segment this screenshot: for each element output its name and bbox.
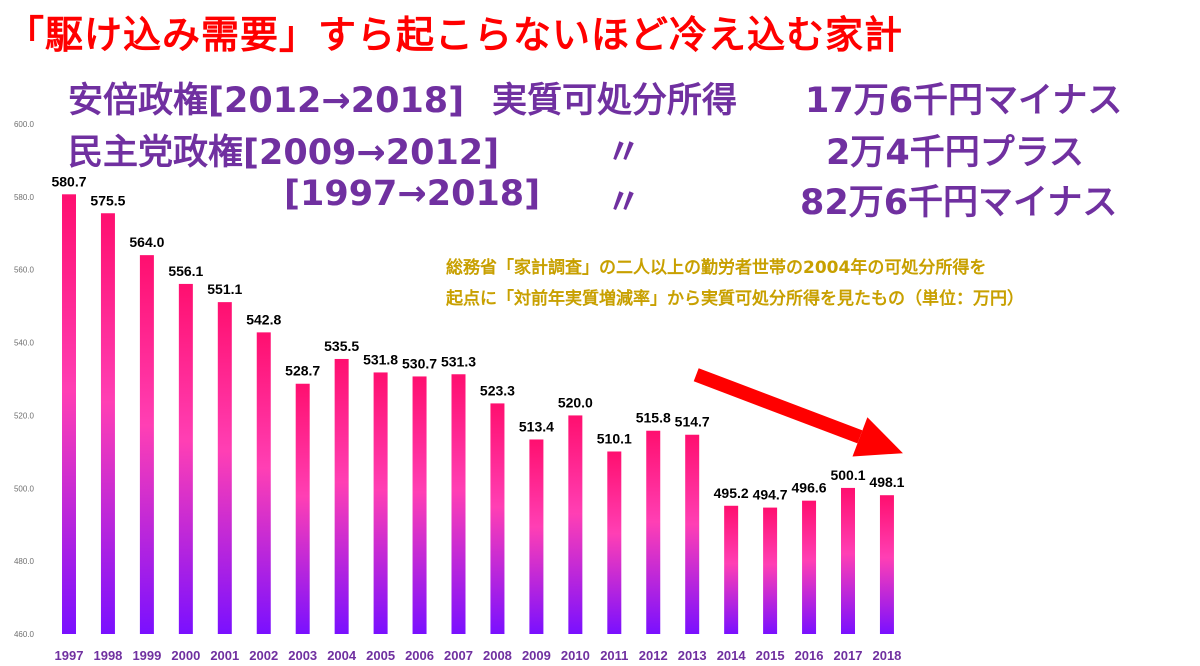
bar-2009 xyxy=(529,439,544,634)
value-label-2005: 531.8 xyxy=(363,351,398,367)
line-abe-value: 17万6千円マイナス xyxy=(805,81,1123,121)
bar-2002 xyxy=(256,332,271,634)
note-line-1: 総務省「家計調査」の二人以上の勤労者世帯の2004年の可処分所得を xyxy=(446,258,987,278)
y-tick-label: 480.0 xyxy=(14,557,35,566)
value-label-2000: 556.1 xyxy=(168,263,203,279)
value-label-2012: 515.8 xyxy=(636,410,671,426)
bar-2012 xyxy=(646,430,661,634)
bar-2000 xyxy=(178,283,193,634)
headline: 「駆け込み需要」すら起こらないほど冷え込む家計 xyxy=(6,13,904,57)
bar-2007 xyxy=(451,374,466,634)
bar-1997 xyxy=(62,194,76,635)
x-tick-2000: 2000 xyxy=(171,648,200,663)
x-tick-2018: 2018 xyxy=(872,648,901,663)
bar-2011 xyxy=(607,451,622,634)
note-line-2: 起点に「対前年実質増減率」から実質可処分所得を見たもの（単位：万円） xyxy=(446,289,1024,309)
value-label-2004: 535.5 xyxy=(324,338,359,354)
x-tick-2002: 2002 xyxy=(249,648,278,663)
x-tick-2014: 2014 xyxy=(717,648,747,663)
value-label-2015: 494.7 xyxy=(753,487,788,503)
line-abe-mark: 実質可処分所得 xyxy=(492,81,738,121)
x-tick-2008: 2008 xyxy=(483,648,512,663)
bar-2001 xyxy=(217,302,232,634)
x-tick-2006: 2006 xyxy=(405,648,434,663)
y-tick-label: 520.0 xyxy=(14,411,35,420)
y-tick-label: 500.0 xyxy=(14,484,35,493)
bar-2014 xyxy=(724,505,739,634)
line-abe-label: 安倍政権[2012→2018] xyxy=(68,81,465,121)
line-dpj-label: 民主党政権[2009→2012] xyxy=(68,133,500,173)
value-label-2010: 520.0 xyxy=(558,394,593,410)
bar-2013 xyxy=(685,434,700,634)
value-label-2016: 496.6 xyxy=(792,480,827,496)
x-tick-1999: 1999 xyxy=(132,648,161,663)
x-tick-1997: 1997 xyxy=(55,648,84,663)
value-label-2001: 551.1 xyxy=(207,281,242,297)
x-tick-2010: 2010 xyxy=(561,648,590,663)
x-tick-2007: 2007 xyxy=(444,648,473,663)
x-tick-2005: 2005 xyxy=(366,648,395,663)
trend-arrow xyxy=(693,368,903,457)
x-tick-2004: 2004 xyxy=(327,648,357,663)
line-total-mark: 〃 xyxy=(606,183,642,223)
value-label-2018: 498.1 xyxy=(869,474,904,490)
bar-2017 xyxy=(841,487,855,634)
value-label-2002: 542.8 xyxy=(246,311,281,327)
bar-2016 xyxy=(802,500,817,634)
bar-2004 xyxy=(334,358,349,634)
line-total-label: [1997→2018] xyxy=(284,174,541,214)
x-tick-2001: 2001 xyxy=(210,648,239,663)
trend-arrow-head xyxy=(852,417,903,457)
value-label-1997: 580.7 xyxy=(51,173,86,189)
y-tick-label: 600.0 xyxy=(14,120,35,129)
line-total-value: 82万6千円マイナス xyxy=(800,183,1118,223)
x-tick-1998: 1998 xyxy=(93,648,122,663)
y-tick-label: 460.0 xyxy=(14,630,35,639)
value-label-2007: 531.3 xyxy=(441,353,476,369)
y-axis-ticks: 460.0 480.0 500.0 520.0 540.0 560.0 580.0 600.0 xyxy=(14,120,35,639)
value-label-2008: 523.3 xyxy=(480,382,515,398)
bar-1999 xyxy=(139,255,154,634)
value-label-2011: 510.1 xyxy=(597,430,632,446)
x-tick-2003: 2003 xyxy=(288,648,317,663)
value-label-2017: 500.1 xyxy=(830,467,865,483)
bar-2006 xyxy=(412,376,427,634)
x-tick-2017: 2017 xyxy=(834,648,863,663)
x-tick-2016: 2016 xyxy=(795,648,824,663)
trend-arrow-shaft xyxy=(693,368,863,444)
bar-2008 xyxy=(490,403,505,634)
y-tick-label: 540.0 xyxy=(14,339,35,348)
line-dpj-value: 2万4千円プラス xyxy=(826,133,1085,173)
x-tick-2015: 2015 xyxy=(756,648,785,663)
bar-2005 xyxy=(373,372,388,634)
value-label-2013: 514.7 xyxy=(675,414,710,430)
line-dpj-mark: 〃 xyxy=(606,133,642,173)
value-label-1999: 564.0 xyxy=(129,234,164,250)
value-label-2009: 513.4 xyxy=(519,418,554,434)
bar-2015 xyxy=(763,507,778,634)
x-tick-2013: 2013 xyxy=(678,648,707,663)
bar-2010 xyxy=(568,415,583,634)
x-tick-2011: 2011 xyxy=(600,648,628,663)
value-label-2014: 495.2 xyxy=(714,485,749,501)
y-tick-label: 560.0 xyxy=(14,266,35,275)
x-tick-2012: 2012 xyxy=(639,648,668,663)
value-label-1998: 575.5 xyxy=(90,192,125,208)
value-label-2003: 528.7 xyxy=(285,363,320,379)
x-tick-2009: 2009 xyxy=(522,648,551,663)
bar-2018 xyxy=(879,495,894,634)
bar-2003 xyxy=(295,383,310,634)
bar-1998 xyxy=(100,213,115,634)
x-axis-ticks: 1997 1998 1999 2000 2001 2002 2003 2004 2005 2006… xyxy=(55,648,902,663)
bars xyxy=(62,194,894,635)
value-label-2006: 530.7 xyxy=(402,355,437,371)
y-tick-label: 580.0 xyxy=(14,193,35,202)
